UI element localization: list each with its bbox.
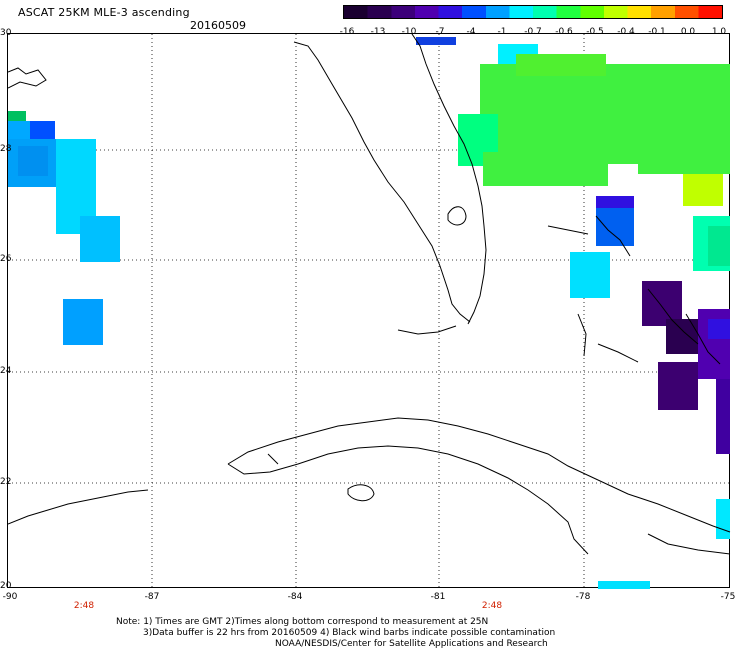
colorbar-tick-label: -4: [466, 27, 476, 37]
lon-label-minus-90: -90: [2, 592, 18, 602]
lat-label-22: 22: [0, 477, 12, 487]
colorbar-tick-label: -10: [401, 27, 417, 37]
note-line-3: NOAA/NESDIS/Center for Satellite Applica…: [275, 639, 548, 649]
lon-label-minus-87: -87: [144, 592, 160, 602]
colorbar-tick-label: 0.0: [680, 27, 696, 37]
coastlines: [7, 33, 731, 555]
colorbar-tick-label: -7: [435, 27, 445, 37]
colorbar-tick-label: -13: [370, 27, 386, 37]
swath-west: [8, 111, 120, 345]
colorbar-tick-label: -1: [497, 27, 507, 37]
note-line-2: 3)Data buffer is 22 hrs from 20160509 4)…: [143, 628, 556, 638]
colorbar-tick-label: -0.5: [586, 27, 604, 37]
swath-atlantic-east: [458, 44, 730, 206]
colorbar-tick-label: -0.6: [555, 27, 573, 37]
colorbar-tick-label: 1.0: [711, 27, 727, 37]
colorbar-tick-label: -0.7: [524, 27, 542, 37]
colorbar-tick-label: -0.1: [648, 27, 666, 37]
note-line-1: Note: 1) Times are GMT 2)Times along bot…: [116, 617, 489, 627]
lat-label-26: 26: [0, 254, 12, 264]
lon-label-minus-78: -78: [575, 592, 591, 602]
lon-label-minus-81: -81: [430, 592, 446, 602]
product-title: ASCAT 25KM MLE-3 ascending: [18, 6, 190, 19]
lat-label-24: 24: [0, 366, 12, 376]
lon-label-minus-75: -75: [720, 592, 736, 602]
colorbar: [343, 5, 723, 19]
colorbar-tick-label: -0.4: [617, 27, 635, 37]
lat-label-30: 30: [0, 28, 12, 38]
map-panel: [7, 33, 731, 589]
lat-label-28: 28: [0, 144, 12, 154]
lon-label-minus-84: -84: [287, 592, 303, 602]
swath-bahamas: [570, 196, 730, 589]
swath-florida-north: [416, 37, 456, 45]
product-date: 20160509: [190, 19, 246, 32]
time-label-east: 2:48: [481, 601, 503, 611]
map-canvas: [7, 33, 731, 589]
colorbar-tick-label: -16: [339, 27, 355, 37]
time-label-west: 2:48: [73, 601, 95, 611]
lat-label-20: 20: [0, 581, 12, 591]
